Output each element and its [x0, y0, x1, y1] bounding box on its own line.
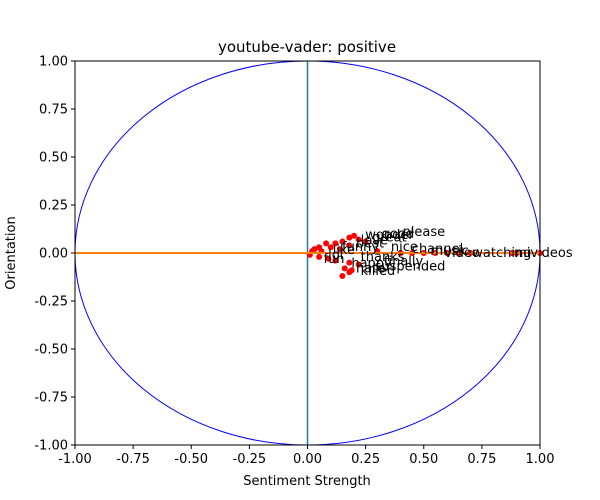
x-tick-label: 0.75: [467, 452, 496, 467]
word-label: finally: [384, 255, 424, 270]
word-label: wonder: [365, 228, 414, 243]
data-point: [355, 261, 362, 268]
word-label: nice: [391, 240, 418, 255]
word-label: like: [333, 243, 355, 258]
x-tick-label: -0.75: [116, 452, 150, 467]
word-label: mi: [514, 246, 530, 261]
word-label: channel: [412, 242, 463, 257]
data-point: [351, 232, 357, 239]
data-point: [325, 255, 332, 262]
word-label: music: [430, 244, 468, 259]
chart-title: youtube-vader: positive: [218, 38, 396, 56]
x-tick-label: -0.50: [174, 452, 208, 467]
data-point: [339, 273, 346, 280]
data-point: [337, 246, 344, 253]
x-axis-title: Sentiment Strength: [243, 474, 371, 489]
word-label: video: [444, 246, 480, 261]
y-tick-label: -0.25: [34, 295, 68, 310]
y-tick-label: 0.25: [39, 199, 68, 214]
x-tick-label: 0.50: [409, 452, 438, 467]
word-label: lol: [328, 248, 343, 263]
y-tick-label: -1.00: [34, 439, 68, 454]
data-point: [346, 269, 353, 276]
data-point: [341, 265, 348, 272]
word-label: please: [403, 225, 446, 240]
data-point: [332, 240, 339, 247]
word-label: good: [382, 227, 414, 242]
y-tick-label: 0.50: [39, 151, 68, 166]
word-label: suspended: [375, 259, 446, 274]
data-point: [332, 257, 339, 264]
word-label: funny: [342, 240, 379, 255]
x-tick-label: 1.00: [526, 452, 555, 467]
word-label: watching: [472, 246, 531, 261]
y-tick-label: 0.75: [39, 103, 68, 118]
x-tick-label: -1.00: [58, 452, 92, 467]
data-point: [355, 236, 362, 243]
word-label: happy: [351, 257, 392, 272]
y-axis-title: Orientation: [4, 216, 19, 289]
word-label: thanks: [361, 250, 405, 265]
data-point: [323, 240, 330, 247]
word-label: killed: [361, 264, 396, 279]
data-point: [362, 238, 369, 245]
word-label: best: [356, 236, 384, 251]
x-tick-label: 0.25: [351, 452, 380, 467]
x-tick-label: 0.00: [293, 452, 322, 467]
data-point: [346, 259, 353, 266]
word-label: videos: [530, 246, 573, 261]
data-point: [327, 244, 334, 251]
y-tick-label: 1.00: [39, 55, 68, 70]
word-label: fun: [323, 252, 344, 267]
word-label: great: [372, 231, 406, 246]
y-tick-label: 0.00: [39, 247, 68, 262]
data-point: [339, 238, 346, 245]
data-point: [316, 253, 323, 260]
y-tick-label: -0.75: [34, 391, 68, 406]
word-label: hate: [356, 261, 385, 276]
data-point: [346, 242, 353, 249]
y-tick-label: -0.50: [34, 343, 68, 358]
x-tick-label: -0.25: [233, 452, 267, 467]
data-point: [346, 234, 353, 241]
word-label: love: [361, 234, 388, 249]
